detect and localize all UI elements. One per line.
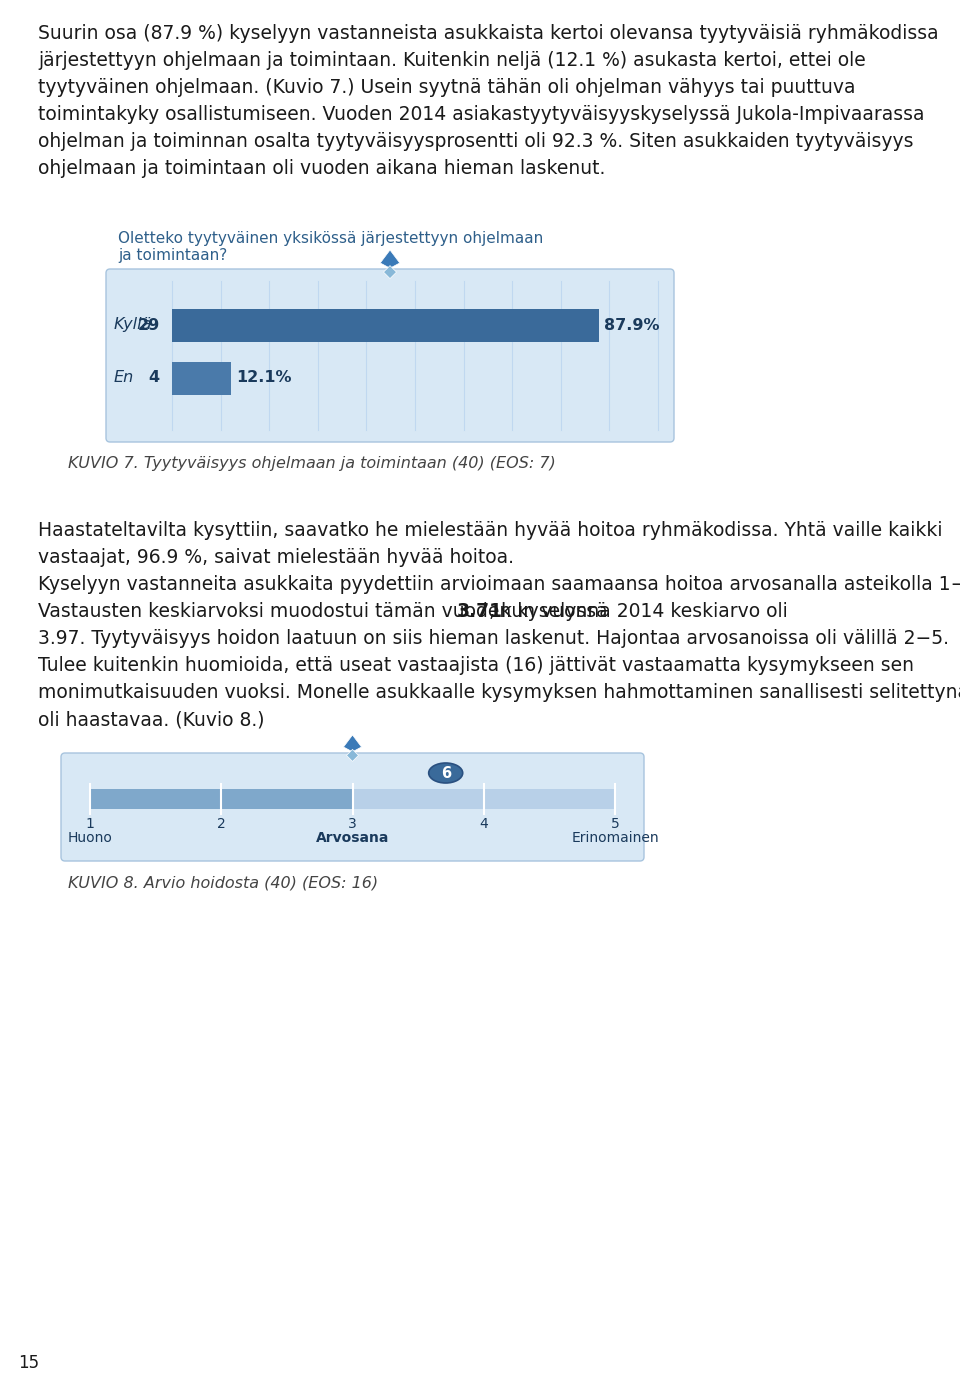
Text: järjestettyyn ohjelmaan ja toimintaan. Kuitenkin neljä (12.1 %) asukasta kertoi,: järjestettyyn ohjelmaan ja toimintaan. K… <box>38 52 866 70</box>
Text: Arvosana: Arvosana <box>316 831 389 845</box>
Text: Haastateltavilta kysyttiin, saavatko he mielestään hyvää hoitoa ryhmäkodissa. Yh: Haastateltavilta kysyttiin, saavatko he … <box>38 521 943 539</box>
Text: , kun vuonna 2014 keskiarvo oli: , kun vuonna 2014 keskiarvo oli <box>490 602 788 620</box>
Text: Suurin osa (87.9 %) kyselyyn vastanneista asukkaista kertoi olevansa tyytyväisiä: Suurin osa (87.9 %) kyselyyn vastanneist… <box>38 24 939 43</box>
Text: Vastausten keskiarvoksi muodostui tämän vuoden kyselyssä: Vastausten keskiarvoksi muodostui tämän … <box>38 602 613 620</box>
Text: ohjelmaan ja toimintaan oli vuoden aikana hieman laskenut.: ohjelmaan ja toimintaan oli vuoden aikan… <box>38 159 606 178</box>
Text: 6: 6 <box>441 765 451 781</box>
Text: KUVIO 8. Arvio hoidosta (40) (EOS: 16): KUVIO 8. Arvio hoidosta (40) (EOS: 16) <box>68 875 378 889</box>
Text: 5: 5 <box>611 817 619 831</box>
Text: Kyllä: Kyllä <box>114 318 153 333</box>
Text: 87.9%: 87.9% <box>604 318 660 333</box>
Polygon shape <box>380 250 399 268</box>
Bar <box>172 361 230 395</box>
Polygon shape <box>347 750 358 761</box>
Text: ohjelman ja toiminnan osalta tyytyväisyysprosentti oli 92.3 %. Siten asukkaiden : ohjelman ja toiminnan osalta tyytyväisyy… <box>38 132 914 151</box>
Polygon shape <box>383 266 396 279</box>
FancyBboxPatch shape <box>106 269 674 442</box>
Text: KUVIO 7. Tyytyväisyys ohjelmaan ja toimintaan (40) (EOS: 7): KUVIO 7. Tyytyväisyys ohjelmaan ja toimi… <box>68 456 556 471</box>
Bar <box>90 789 615 809</box>
Text: ja toimintaan?: ja toimintaan? <box>118 248 228 263</box>
Ellipse shape <box>429 763 463 783</box>
Bar <box>90 789 352 809</box>
Text: 3: 3 <box>348 817 357 831</box>
Text: oli haastavaa. (Kuvio 8.): oli haastavaa. (Kuvio 8.) <box>38 710 265 729</box>
Text: Kyselyyn vastanneita asukkaita pyydettiin arvioimaan saamaansa hoitoa arvosanall: Kyselyyn vastanneita asukkaita pyydettii… <box>38 574 960 594</box>
Text: vastaajat, 96.9 %, saivat mielestään hyvää hoitoa.: vastaajat, 96.9 %, saivat mielestään hyv… <box>38 548 514 567</box>
Text: 4: 4 <box>148 371 159 386</box>
Bar <box>172 308 599 342</box>
FancyBboxPatch shape <box>61 753 644 861</box>
Text: Huono: Huono <box>67 831 112 845</box>
Text: 1: 1 <box>85 817 94 831</box>
Text: 15: 15 <box>18 1354 39 1372</box>
Text: En: En <box>114 371 134 386</box>
Text: tyytyväinen ohjelmaan. (Kuvio 7.) Usein syytnä tähän oli ohjelman vähyys tai puu: tyytyväinen ohjelmaan. (Kuvio 7.) Usein … <box>38 78 855 98</box>
Text: toimintakyky osallistumiseen. Vuoden 2014 asiakastyytyväisyyskyselyssä Jukola-Im: toimintakyky osallistumiseen. Vuoden 201… <box>38 105 924 124</box>
Text: 3.97. Tyytyväisyys hoidon laatuun on siis hieman laskenut. Hajontaa arvosanoissa: 3.97. Tyytyväisyys hoidon laatuun on sii… <box>38 629 949 648</box>
Text: Oletteko tyytyväinen yksikössä järjestettyyn ohjelmaan: Oletteko tyytyväinen yksikössä järjestet… <box>118 231 543 245</box>
Text: 12.1%: 12.1% <box>236 371 291 386</box>
Text: Erinomainen: Erinomainen <box>571 831 659 845</box>
Text: 2: 2 <box>217 817 226 831</box>
Text: 3.71: 3.71 <box>457 602 503 620</box>
Text: 29: 29 <box>138 318 160 333</box>
Text: Tulee kuitenkin huomioida, että useat vastaajista (16) jättivät vastaamatta kysy: Tulee kuitenkin huomioida, että useat va… <box>38 657 914 675</box>
Polygon shape <box>344 735 362 751</box>
Text: 4: 4 <box>479 817 488 831</box>
Text: monimutkaisuuden vuoksi. Monelle asukkaalle kysymyksen hahmottaminen sanallisest: monimutkaisuuden vuoksi. Monelle asukkaa… <box>38 683 960 703</box>
